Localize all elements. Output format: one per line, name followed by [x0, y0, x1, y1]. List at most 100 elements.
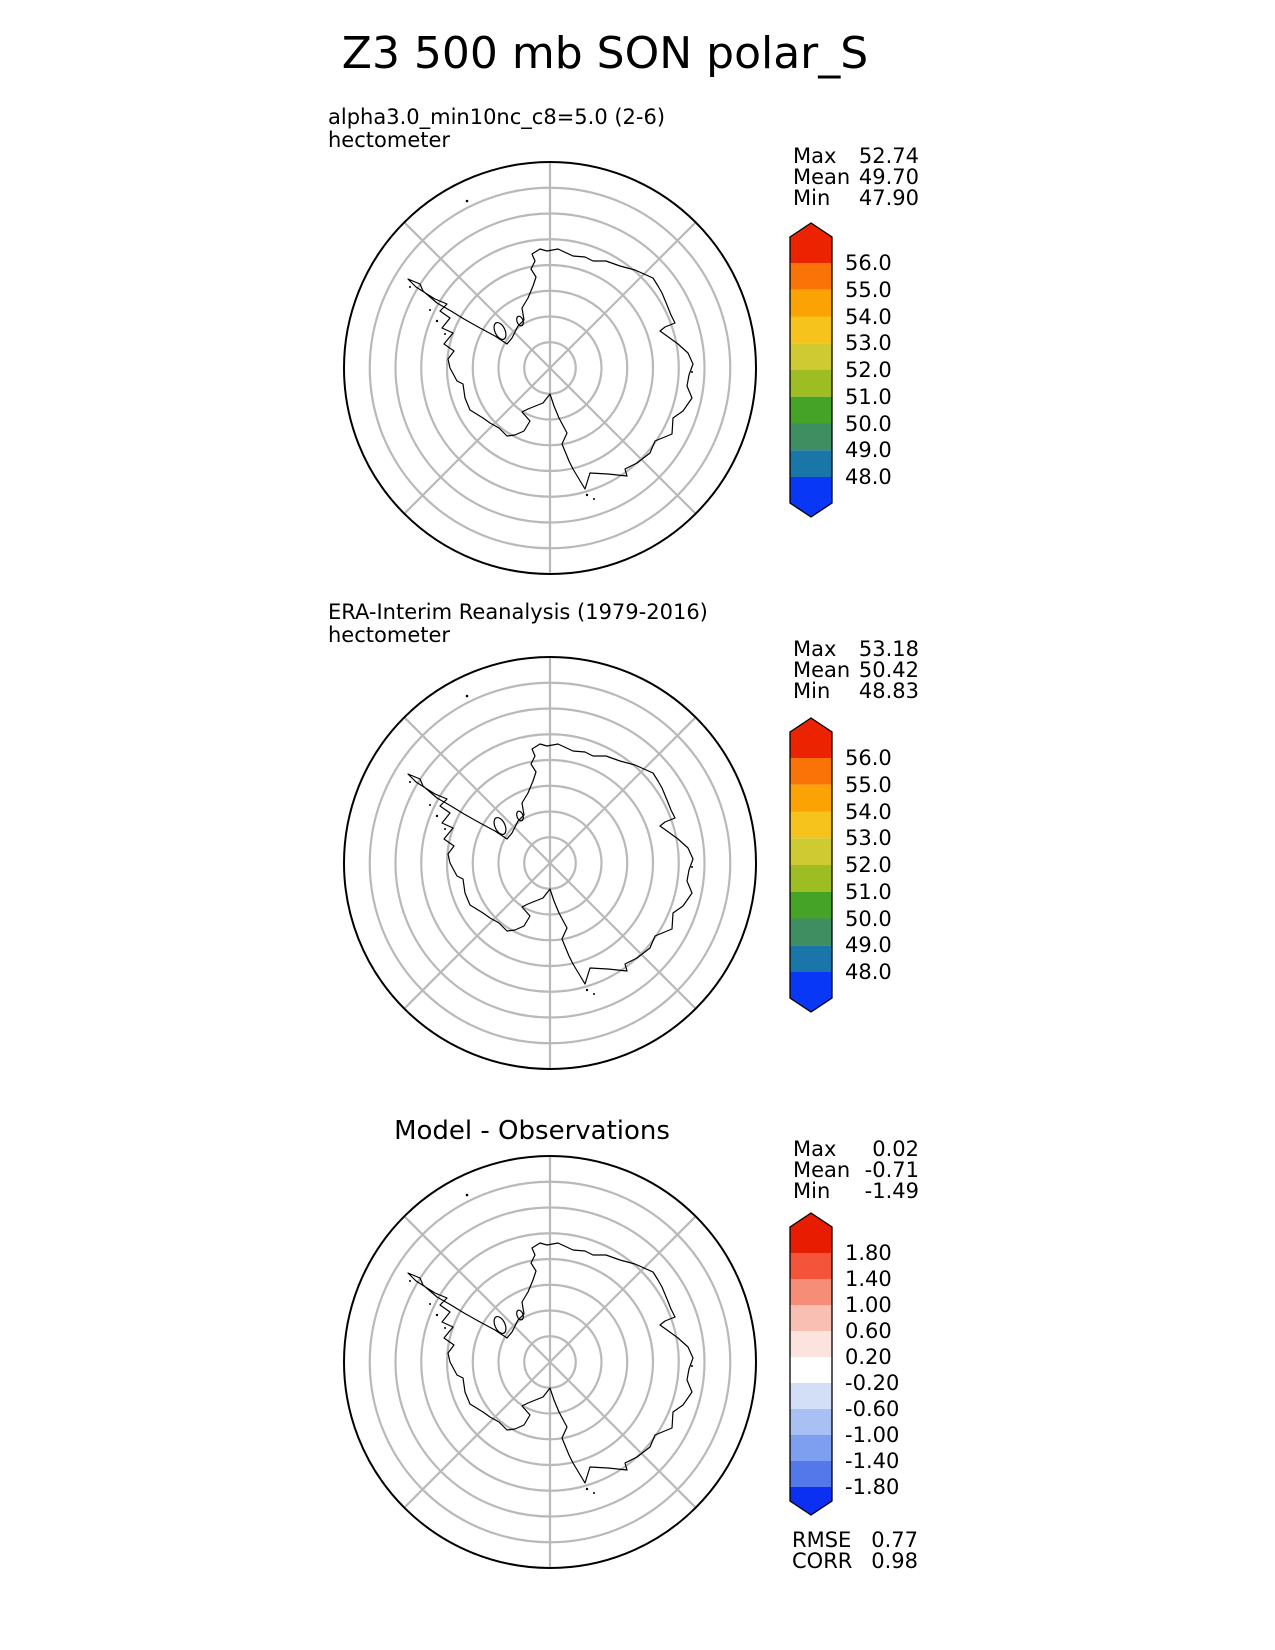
stat-value: 48.83 [858, 679, 919, 703]
colorbar-band [790, 1305, 832, 1331]
stat-row: Min 48.83 [793, 681, 919, 702]
colorbar-band [790, 1213, 832, 1253]
stat-label: CORR [792, 1549, 853, 1573]
colorbar-label: 1.80 [845, 1241, 892, 1265]
colorbar-label: 50.0 [845, 907, 892, 931]
stat-value: -1.49 [864, 1179, 919, 1203]
stat-value: 50.42 [858, 658, 919, 682]
colorbar-band [790, 450, 832, 477]
stat-row: Max 52.74 [793, 146, 919, 167]
panel2-case-name: ERA-Interim Reanalysis (1979-2016) [328, 600, 708, 624]
colorbar-band [790, 945, 832, 972]
colorbar-label: 1.00 [845, 1293, 892, 1317]
colorbar-label: 51.0 [845, 880, 892, 904]
antarctica-map [342, 160, 758, 576]
colorbar-band [790, 316, 832, 344]
panel1-case-name: alpha3.0_min10nc_c8=5.0 (2-6) [328, 105, 666, 129]
colorbar-band [790, 223, 832, 263]
colorbar-label: -0.20 [845, 1371, 899, 1395]
map-model [342, 160, 758, 576]
stat-value: -0.71 [864, 1158, 919, 1182]
stat-row: CORR 0.98 [792, 1551, 918, 1572]
colorbar-band [790, 423, 832, 451]
colorbar-band [790, 396, 832, 424]
colorbar-outline [789, 1212, 833, 1516]
colorbar-band [790, 784, 832, 812]
colorbar-band [790, 865, 832, 892]
colorbar-label: 1.40 [845, 1267, 892, 1291]
colorbar-difference: 1.80 1.40 1.00 0.60 0.20 -0.20 -0.60 -1.… [789, 1212, 899, 1516]
antarctica-map [342, 1154, 758, 1570]
stat-label: Min [793, 186, 831, 210]
stat-label: RMSE [792, 1528, 852, 1552]
colorbar-band [790, 1279, 832, 1305]
stat-value: 47.90 [858, 186, 919, 210]
colorbar-label: 56.0 [845, 251, 892, 275]
panel1-label: alpha3.0_min10nc_c8=5.0 (2-6) hectometer [328, 106, 665, 152]
colorbar-outline [789, 222, 833, 518]
stat-value: 49.70 [858, 165, 919, 189]
colorbar-label: 48.0 [845, 960, 892, 984]
panel3-title: Model - Observations [394, 1116, 670, 1146]
stat-value: 52.74 [858, 144, 919, 168]
colorbar-label: 52.0 [845, 853, 892, 877]
stat-label: Max [793, 1137, 837, 1161]
stat-label: Mean [793, 165, 851, 189]
colorbar-band [790, 1435, 832, 1461]
colorbar-band [790, 758, 832, 785]
colorbar-band [790, 263, 832, 290]
stat-row: Mean 49.70 [793, 167, 919, 188]
stat-value: 0.02 [872, 1137, 919, 1161]
colorbar-label: 51.0 [845, 385, 892, 409]
colorbar-band [790, 1331, 832, 1357]
stat-row: Min 47.90 [793, 188, 919, 209]
map-difference [342, 1154, 758, 1570]
colorbar-label: -1.80 [845, 1475, 899, 1499]
stat-value: 53.18 [858, 637, 919, 661]
stat-value: 0.77 [871, 1528, 918, 1552]
stat-row: Mean -0.71 [793, 1160, 919, 1181]
colorbar-label: 55.0 [845, 773, 892, 797]
antarctica-map [342, 655, 758, 1071]
colorbar-label: 0.20 [845, 1345, 892, 1369]
skill-scores: RMSE 0.77 CORR 0.98 [792, 1530, 918, 1572]
stat-label: Min [793, 679, 831, 703]
panel2-stats: Max 53.18 Mean 50.42 Min 48.83 [793, 639, 919, 702]
panel1-stats: Max 52.74 Mean 49.70 Min 47.90 [793, 146, 919, 209]
colorbar-label: 0.60 [845, 1319, 892, 1343]
colorbar-label: 52.0 [845, 358, 892, 382]
colorbar-outline [789, 717, 833, 1013]
colorbar-band [790, 370, 832, 397]
colorbar-label: 53.0 [845, 331, 892, 355]
stat-label: Mean [793, 1158, 851, 1182]
colorbar-label: 56.0 [845, 746, 892, 770]
figure-title: Z3 500 mb SON polar_S [341, 28, 869, 79]
stat-label: Min [793, 1179, 831, 1203]
colorbar-label: 54.0 [845, 305, 892, 329]
colorbar-band [790, 838, 832, 865]
colorbar-band [790, 918, 832, 946]
colorbar-band [790, 1357, 832, 1383]
colorbar-label: -0.60 [845, 1397, 899, 1421]
panel3-stats: Max 0.02 Mean -0.71 Min -1.49 [793, 1139, 919, 1202]
colorbar-label: -1.40 [845, 1449, 899, 1473]
colorbar-band [790, 1383, 832, 1409]
colorbar-label: -1.00 [845, 1423, 899, 1447]
stat-label: Max [793, 144, 837, 168]
stat-row: Max 53.18 [793, 639, 919, 660]
colorbar-label: 48.0 [845, 465, 892, 489]
colorbar-label: 55.0 [845, 278, 892, 302]
map-reference [342, 655, 758, 1071]
colorbar-reference: 56.0 55.0 54.0 53.0 52.0 51.0 50.0 49.0 … [789, 717, 892, 1013]
colorbar-band [790, 891, 832, 919]
colorbar-band [790, 1461, 832, 1487]
stat-row: Min -1.49 [793, 1181, 919, 1202]
panel1-units: hectometer [328, 128, 451, 152]
stat-value: 0.98 [871, 1549, 918, 1573]
colorbar-band [790, 811, 832, 839]
panel2-label: ERA-Interim Reanalysis (1979-2016) hecto… [328, 601, 708, 647]
stat-row: Mean 50.42 [793, 660, 919, 681]
colorbar-band [790, 1409, 832, 1435]
stat-row: Max 0.02 [793, 1139, 919, 1160]
